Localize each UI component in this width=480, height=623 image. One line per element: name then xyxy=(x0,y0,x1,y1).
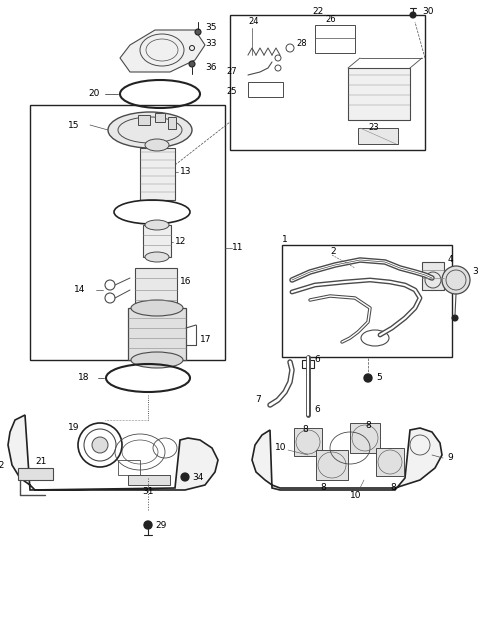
Text: 10: 10 xyxy=(350,490,361,500)
Text: 18: 18 xyxy=(78,374,89,383)
Ellipse shape xyxy=(131,300,183,316)
Bar xyxy=(230,15,425,150)
Text: 12: 12 xyxy=(175,237,186,247)
Bar xyxy=(18,468,53,480)
Ellipse shape xyxy=(92,437,108,453)
Text: 3: 3 xyxy=(472,267,478,277)
Bar xyxy=(282,245,452,357)
Ellipse shape xyxy=(195,29,201,35)
Bar xyxy=(128,308,186,360)
Bar xyxy=(315,25,355,53)
Text: 31: 31 xyxy=(142,488,154,497)
Text: 26: 26 xyxy=(325,14,336,24)
Bar xyxy=(248,82,283,97)
Text: 27: 27 xyxy=(227,67,237,77)
Text: 8: 8 xyxy=(302,426,308,434)
Bar xyxy=(348,68,410,120)
Bar xyxy=(350,423,380,453)
Polygon shape xyxy=(8,415,218,490)
Text: 33: 33 xyxy=(205,39,216,49)
Text: 23: 23 xyxy=(368,123,379,133)
Bar xyxy=(140,148,175,200)
Text: 1: 1 xyxy=(282,235,288,244)
Bar xyxy=(30,105,225,360)
Ellipse shape xyxy=(145,220,169,230)
Bar xyxy=(128,475,170,485)
Bar xyxy=(358,128,398,144)
Text: 8: 8 xyxy=(365,422,371,430)
Text: 28: 28 xyxy=(296,39,307,49)
Bar xyxy=(118,460,140,475)
Ellipse shape xyxy=(452,315,458,321)
Text: 22: 22 xyxy=(312,6,324,16)
Text: 21: 21 xyxy=(35,457,47,467)
Text: 5: 5 xyxy=(376,374,382,383)
Text: 24: 24 xyxy=(248,17,259,27)
Ellipse shape xyxy=(145,139,169,151)
Text: 13: 13 xyxy=(180,168,192,176)
Text: 30: 30 xyxy=(422,7,433,16)
Text: 32: 32 xyxy=(0,460,5,470)
Text: 29: 29 xyxy=(155,520,167,530)
Text: 4: 4 xyxy=(448,255,454,265)
Text: 19: 19 xyxy=(68,424,80,432)
Text: 8: 8 xyxy=(390,483,396,493)
Ellipse shape xyxy=(442,266,470,294)
Bar xyxy=(168,117,176,129)
Text: 11: 11 xyxy=(232,244,243,252)
Ellipse shape xyxy=(410,12,416,18)
Bar xyxy=(155,113,165,122)
Text: 36: 36 xyxy=(205,64,216,72)
Text: 14: 14 xyxy=(74,285,85,295)
Polygon shape xyxy=(252,428,442,490)
Ellipse shape xyxy=(144,521,152,529)
Bar xyxy=(316,450,348,480)
Text: 6: 6 xyxy=(314,356,320,364)
Text: 17: 17 xyxy=(200,336,212,345)
Polygon shape xyxy=(120,30,205,72)
Ellipse shape xyxy=(364,374,372,382)
Text: 15: 15 xyxy=(68,120,80,130)
Bar xyxy=(302,360,314,368)
Text: 10: 10 xyxy=(275,444,287,452)
Bar xyxy=(143,225,171,257)
Text: 35: 35 xyxy=(205,24,216,32)
Text: 6: 6 xyxy=(314,406,320,414)
Text: 34: 34 xyxy=(192,472,204,482)
Bar xyxy=(422,262,444,290)
Bar xyxy=(294,428,322,456)
Text: 20: 20 xyxy=(88,90,99,98)
Text: 9: 9 xyxy=(447,454,453,462)
Bar xyxy=(138,115,150,125)
Ellipse shape xyxy=(108,112,192,148)
Bar xyxy=(135,268,177,303)
Ellipse shape xyxy=(131,352,183,368)
Text: 16: 16 xyxy=(180,277,192,287)
Text: 8: 8 xyxy=(320,483,326,493)
Ellipse shape xyxy=(189,61,195,67)
Text: 2: 2 xyxy=(330,247,336,257)
Text: 25: 25 xyxy=(227,87,237,97)
Text: 7: 7 xyxy=(255,396,261,404)
Ellipse shape xyxy=(181,473,189,481)
Bar xyxy=(376,448,404,476)
Ellipse shape xyxy=(145,252,169,262)
